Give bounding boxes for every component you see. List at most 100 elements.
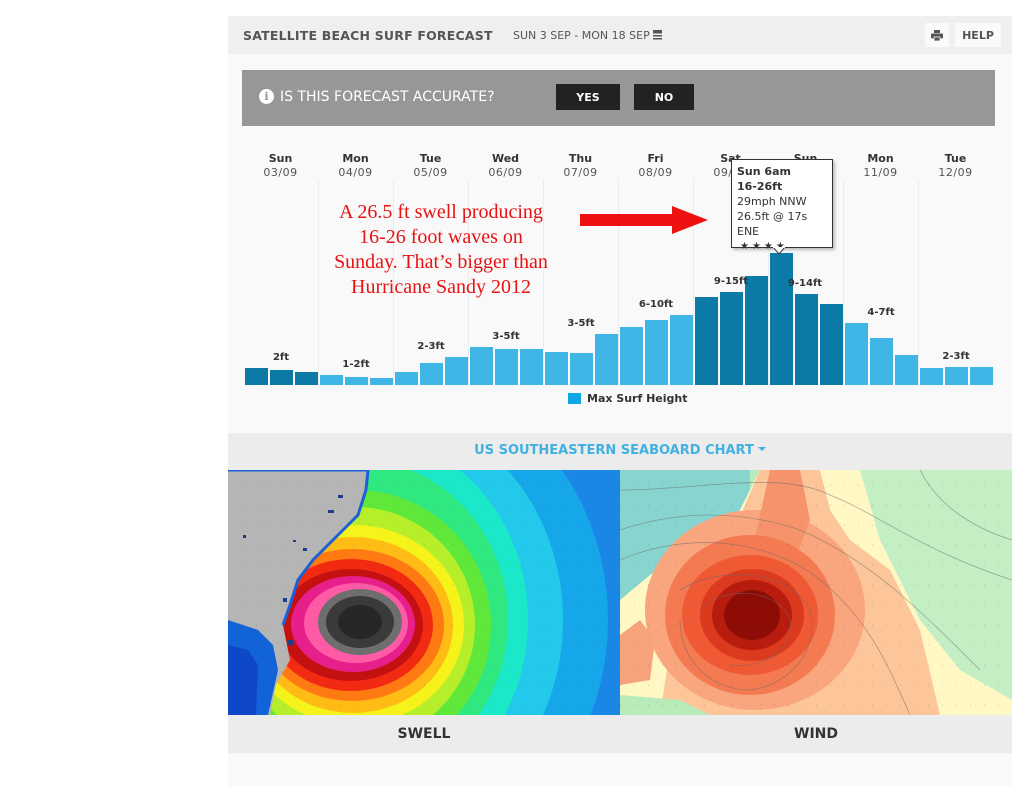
day-header[interactable]: Tue 05/09 bbox=[393, 152, 468, 179]
day-date: 12/09 bbox=[938, 166, 973, 179]
day-date: 06/09 bbox=[488, 166, 523, 179]
surf-bar[interactable] bbox=[645, 320, 668, 385]
day-date: 07/09 bbox=[563, 166, 598, 179]
bar-tooltip: Sun 6am 16-26ft 29mph NNW 26.5ft @ 17s E… bbox=[731, 159, 833, 252]
surf-bar[interactable] bbox=[295, 372, 318, 385]
surf-bar[interactable] bbox=[345, 377, 368, 385]
day-header[interactable]: Mon 11/09 bbox=[843, 152, 918, 179]
tooltip-swell: 26.5ft @ 17s ENE bbox=[737, 210, 808, 238]
day-gridline bbox=[393, 179, 394, 385]
day-name: Tue bbox=[944, 152, 967, 165]
surf-bar[interactable] bbox=[520, 349, 543, 385]
forecast-header: SATELLITE BEACH SURF FORECAST SUN 3 SEP … bbox=[228, 16, 1012, 54]
annotation-line: A 26.5 ft swell producing bbox=[339, 201, 543, 223]
surf-bar[interactable] bbox=[495, 349, 518, 385]
day-header[interactable]: Sun 03/09 bbox=[243, 152, 318, 179]
bar-range-label: 2-3ft bbox=[417, 341, 445, 352]
annotation-arrow-icon bbox=[580, 206, 708, 234]
surf-bar[interactable] bbox=[770, 253, 793, 385]
bar-range-label: 1-2ft bbox=[342, 359, 370, 370]
bar-range-label: 3-5ft bbox=[492, 331, 520, 342]
wind-map[interactable] bbox=[620, 470, 1012, 715]
day-gridline bbox=[843, 179, 844, 385]
day-name: Sun bbox=[268, 152, 293, 165]
swell-map[interactable] bbox=[228, 470, 620, 715]
annotation-line: Sunday. That’s bigger than bbox=[334, 251, 548, 273]
chevron-down-icon bbox=[757, 447, 766, 451]
page-title: SATELLITE BEACH SURF FORECAST bbox=[243, 28, 493, 43]
surf-bar[interactable] bbox=[445, 357, 468, 385]
day-name: Wed bbox=[491, 152, 520, 165]
day-gridline bbox=[918, 179, 919, 385]
accuracy-question: IS THIS FORECAST ACCURATE? bbox=[280, 89, 495, 105]
day-gridline bbox=[543, 179, 544, 385]
surf-bar[interactable] bbox=[420, 363, 443, 385]
swell-tab[interactable]: SWELL bbox=[228, 715, 620, 753]
print-button[interactable] bbox=[925, 23, 949, 47]
chart-legend[interactable]: Max Surf Height bbox=[568, 392, 688, 405]
tooltip-caret-icon bbox=[773, 247, 785, 254]
day-name: Mon bbox=[342, 152, 369, 165]
surf-bar[interactable] bbox=[370, 378, 393, 385]
wind-tab[interactable]: WIND bbox=[620, 715, 1012, 753]
day-header[interactable]: Tue 12/09 bbox=[918, 152, 993, 179]
surf-bar[interactable] bbox=[570, 353, 593, 385]
surf-bar[interactable] bbox=[695, 297, 718, 385]
surf-bar[interactable] bbox=[620, 327, 643, 385]
day-name: Mon bbox=[867, 152, 894, 165]
surf-height-chart: Sun 03/09 Mon 04/09 Tue 05/09 Wed 06/09 Thu 07/09… bbox=[228, 141, 1012, 411]
day-header[interactable]: Mon 04/09 bbox=[318, 152, 393, 179]
surf-bar[interactable] bbox=[720, 292, 743, 385]
surf-bar[interactable] bbox=[895, 355, 918, 385]
surf-bar[interactable] bbox=[545, 352, 568, 385]
day-gridline bbox=[468, 179, 469, 385]
bar-range-label: 9-15ft bbox=[713, 276, 749, 287]
bar-range-label: 2-3ft bbox=[942, 351, 970, 362]
surf-bar[interactable] bbox=[470, 347, 493, 385]
legend-swatch bbox=[568, 393, 581, 404]
calendar-icon bbox=[652, 30, 662, 40]
surf-bar[interactable] bbox=[795, 294, 818, 385]
surf-bar[interactable] bbox=[245, 368, 268, 385]
surf-bar[interactable] bbox=[945, 367, 968, 385]
surf-bar[interactable] bbox=[920, 368, 943, 385]
surf-bar[interactable] bbox=[670, 315, 693, 385]
yes-button[interactable]: YES bbox=[556, 84, 620, 110]
surf-bar[interactable] bbox=[970, 367, 993, 385]
tooltip-time: Sun 6am bbox=[737, 165, 791, 178]
bar-range-label: 3-5ft bbox=[567, 318, 595, 329]
day-gridline bbox=[693, 179, 694, 385]
accuracy-feedback-bar: i IS THIS FORECAST ACCURATE? YES NO bbox=[242, 70, 995, 126]
forecast-panel: SATELLITE BEACH SURF FORECAST SUN 3 SEP … bbox=[228, 16, 1012, 786]
bar-range-label: 4-7ft bbox=[867, 307, 895, 318]
surf-bar[interactable] bbox=[820, 304, 843, 385]
day-gridline bbox=[768, 179, 769, 385]
seaboard-chart-dropdown[interactable]: US SOUTHEASTERN SEABOARD CHART bbox=[228, 433, 1012, 471]
bar-range-label: 6-10ft bbox=[638, 299, 674, 310]
day-header[interactable]: Fri 08/09 bbox=[618, 152, 693, 179]
surf-bar[interactable] bbox=[395, 372, 418, 385]
day-name: Tue bbox=[419, 152, 442, 165]
day-header[interactable]: Wed 06/09 bbox=[468, 152, 543, 179]
day-date: 11/09 bbox=[863, 166, 898, 179]
date-range-picker[interactable]: SUN 3 SEP - MON 18 SEP bbox=[513, 29, 662, 42]
annotation-text: A 26.5 ft swell producing 16-26 foot wav… bbox=[296, 200, 586, 300]
surf-bar[interactable] bbox=[595, 334, 618, 385]
day-header[interactable]: Thu 07/09 bbox=[543, 152, 618, 179]
legend-label: Max Surf Height bbox=[587, 392, 688, 405]
surf-bar[interactable] bbox=[745, 276, 768, 385]
day-date: 05/09 bbox=[413, 166, 448, 179]
annotation-line: 16-26 foot waves on bbox=[359, 226, 523, 248]
tooltip-star-rating: ★★★★ bbox=[740, 241, 788, 252]
help-button[interactable]: HELP bbox=[955, 23, 1001, 47]
surf-bar[interactable] bbox=[270, 370, 293, 385]
print-icon bbox=[931, 29, 943, 41]
day-gridline bbox=[318, 179, 319, 385]
info-icon: i bbox=[259, 89, 274, 104]
surf-bar[interactable] bbox=[320, 375, 343, 385]
surf-bar[interactable] bbox=[845, 323, 868, 385]
no-button[interactable]: NO bbox=[634, 84, 694, 110]
surf-bar[interactable] bbox=[870, 338, 893, 385]
day-date: 03/09 bbox=[263, 166, 298, 179]
swell-map-image bbox=[228, 470, 620, 715]
